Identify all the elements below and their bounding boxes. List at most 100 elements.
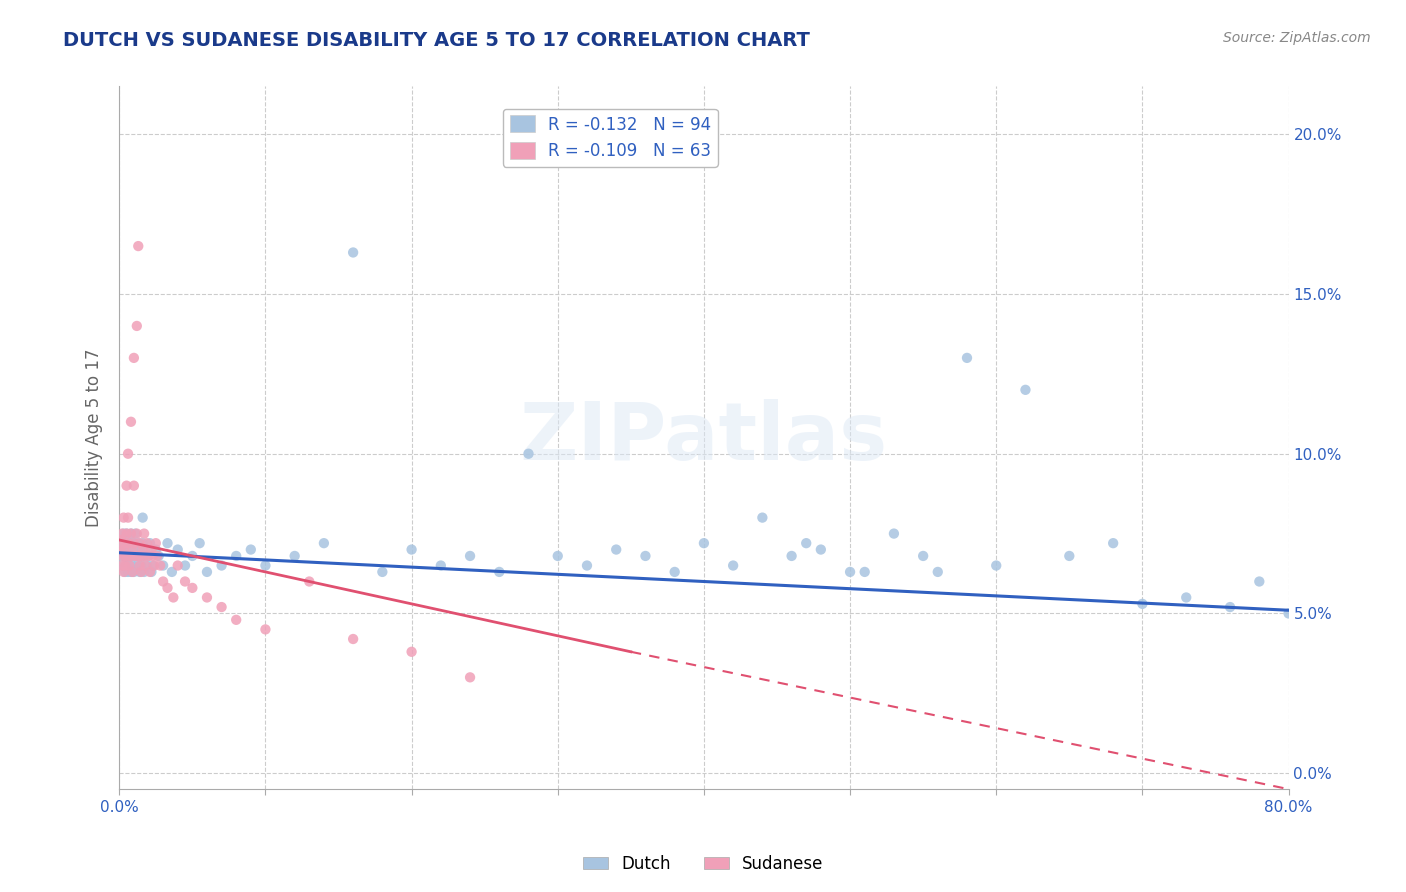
Point [117,536,139,550]
Point [129,565,152,579]
Point [115,542,138,557]
Point [117,447,139,461]
Point [128,558,150,573]
Point [1249,574,1271,589]
Legend: Dutch, Sudanese: Dutch, Sudanese [576,848,830,880]
Point [371,565,394,579]
Point [430,558,453,573]
Point [120,526,142,541]
Point [115,526,138,541]
Point [131,542,153,557]
Point [883,526,905,541]
Point [122,565,145,579]
Point [721,558,744,573]
Y-axis label: Disability Age 5 to 17: Disability Age 5 to 17 [86,349,103,527]
Point [111,549,134,563]
Point [122,536,145,550]
Point [839,565,862,579]
Point [114,536,136,550]
Point [156,581,179,595]
Point [117,549,139,563]
Point [1102,536,1125,550]
Point [111,536,134,550]
Point [122,536,145,550]
Point [134,549,156,563]
Point [127,549,149,563]
Point [114,565,136,579]
Point [118,558,141,573]
Point [128,565,150,579]
Point [956,351,979,365]
Point [121,558,143,573]
Point [121,542,143,557]
Point [986,558,1008,573]
Point [1277,607,1299,621]
Point [693,536,716,550]
Point [152,574,174,589]
Point [139,565,162,579]
Point [927,565,949,579]
Point [111,558,134,573]
Point [121,565,143,579]
Point [136,536,159,550]
Point [605,542,627,557]
Point [751,510,773,524]
Point [156,536,179,550]
Point [181,549,204,563]
Point [125,318,148,333]
Point [129,549,152,563]
Point [114,549,136,563]
Point [127,536,149,550]
Point [181,581,204,595]
Point [401,542,423,557]
Point [188,536,211,550]
Text: Source: ZipAtlas.com: Source: ZipAtlas.com [1223,31,1371,45]
Point [114,549,136,563]
Point [127,549,149,563]
Point [146,549,169,563]
Point [853,565,876,579]
Point [118,542,141,557]
Point [634,549,657,563]
Point [112,526,135,541]
Point [134,549,156,563]
Point [115,558,138,573]
Point [664,565,686,579]
Point [575,558,598,573]
Point [134,526,156,541]
Point [160,565,183,579]
Point [128,536,150,550]
Point [225,613,247,627]
Point [117,510,139,524]
Point [131,536,153,550]
Point [112,542,135,557]
Point [112,565,135,579]
Point [110,549,132,563]
Point [120,549,142,563]
Point [342,245,364,260]
Point [1059,549,1081,563]
Point [141,565,163,579]
Point [112,510,135,524]
Point [124,549,146,563]
Point [312,536,335,550]
Point [912,549,935,563]
Point [112,542,135,557]
Point [135,542,157,557]
Point [141,542,163,557]
Point [298,574,321,589]
Point [115,526,138,541]
Point [342,632,364,646]
Point [145,542,167,557]
Point [134,565,156,579]
Point [152,558,174,573]
Point [111,558,134,573]
Point [1132,597,1154,611]
Point [124,526,146,541]
Point [135,558,157,573]
Point [488,565,510,579]
Point [128,542,150,557]
Point [110,533,132,547]
Legend: R = -0.132   N = 94, R = -0.109   N = 63: R = -0.132 N = 94, R = -0.109 N = 63 [503,109,718,167]
Point [166,558,188,573]
